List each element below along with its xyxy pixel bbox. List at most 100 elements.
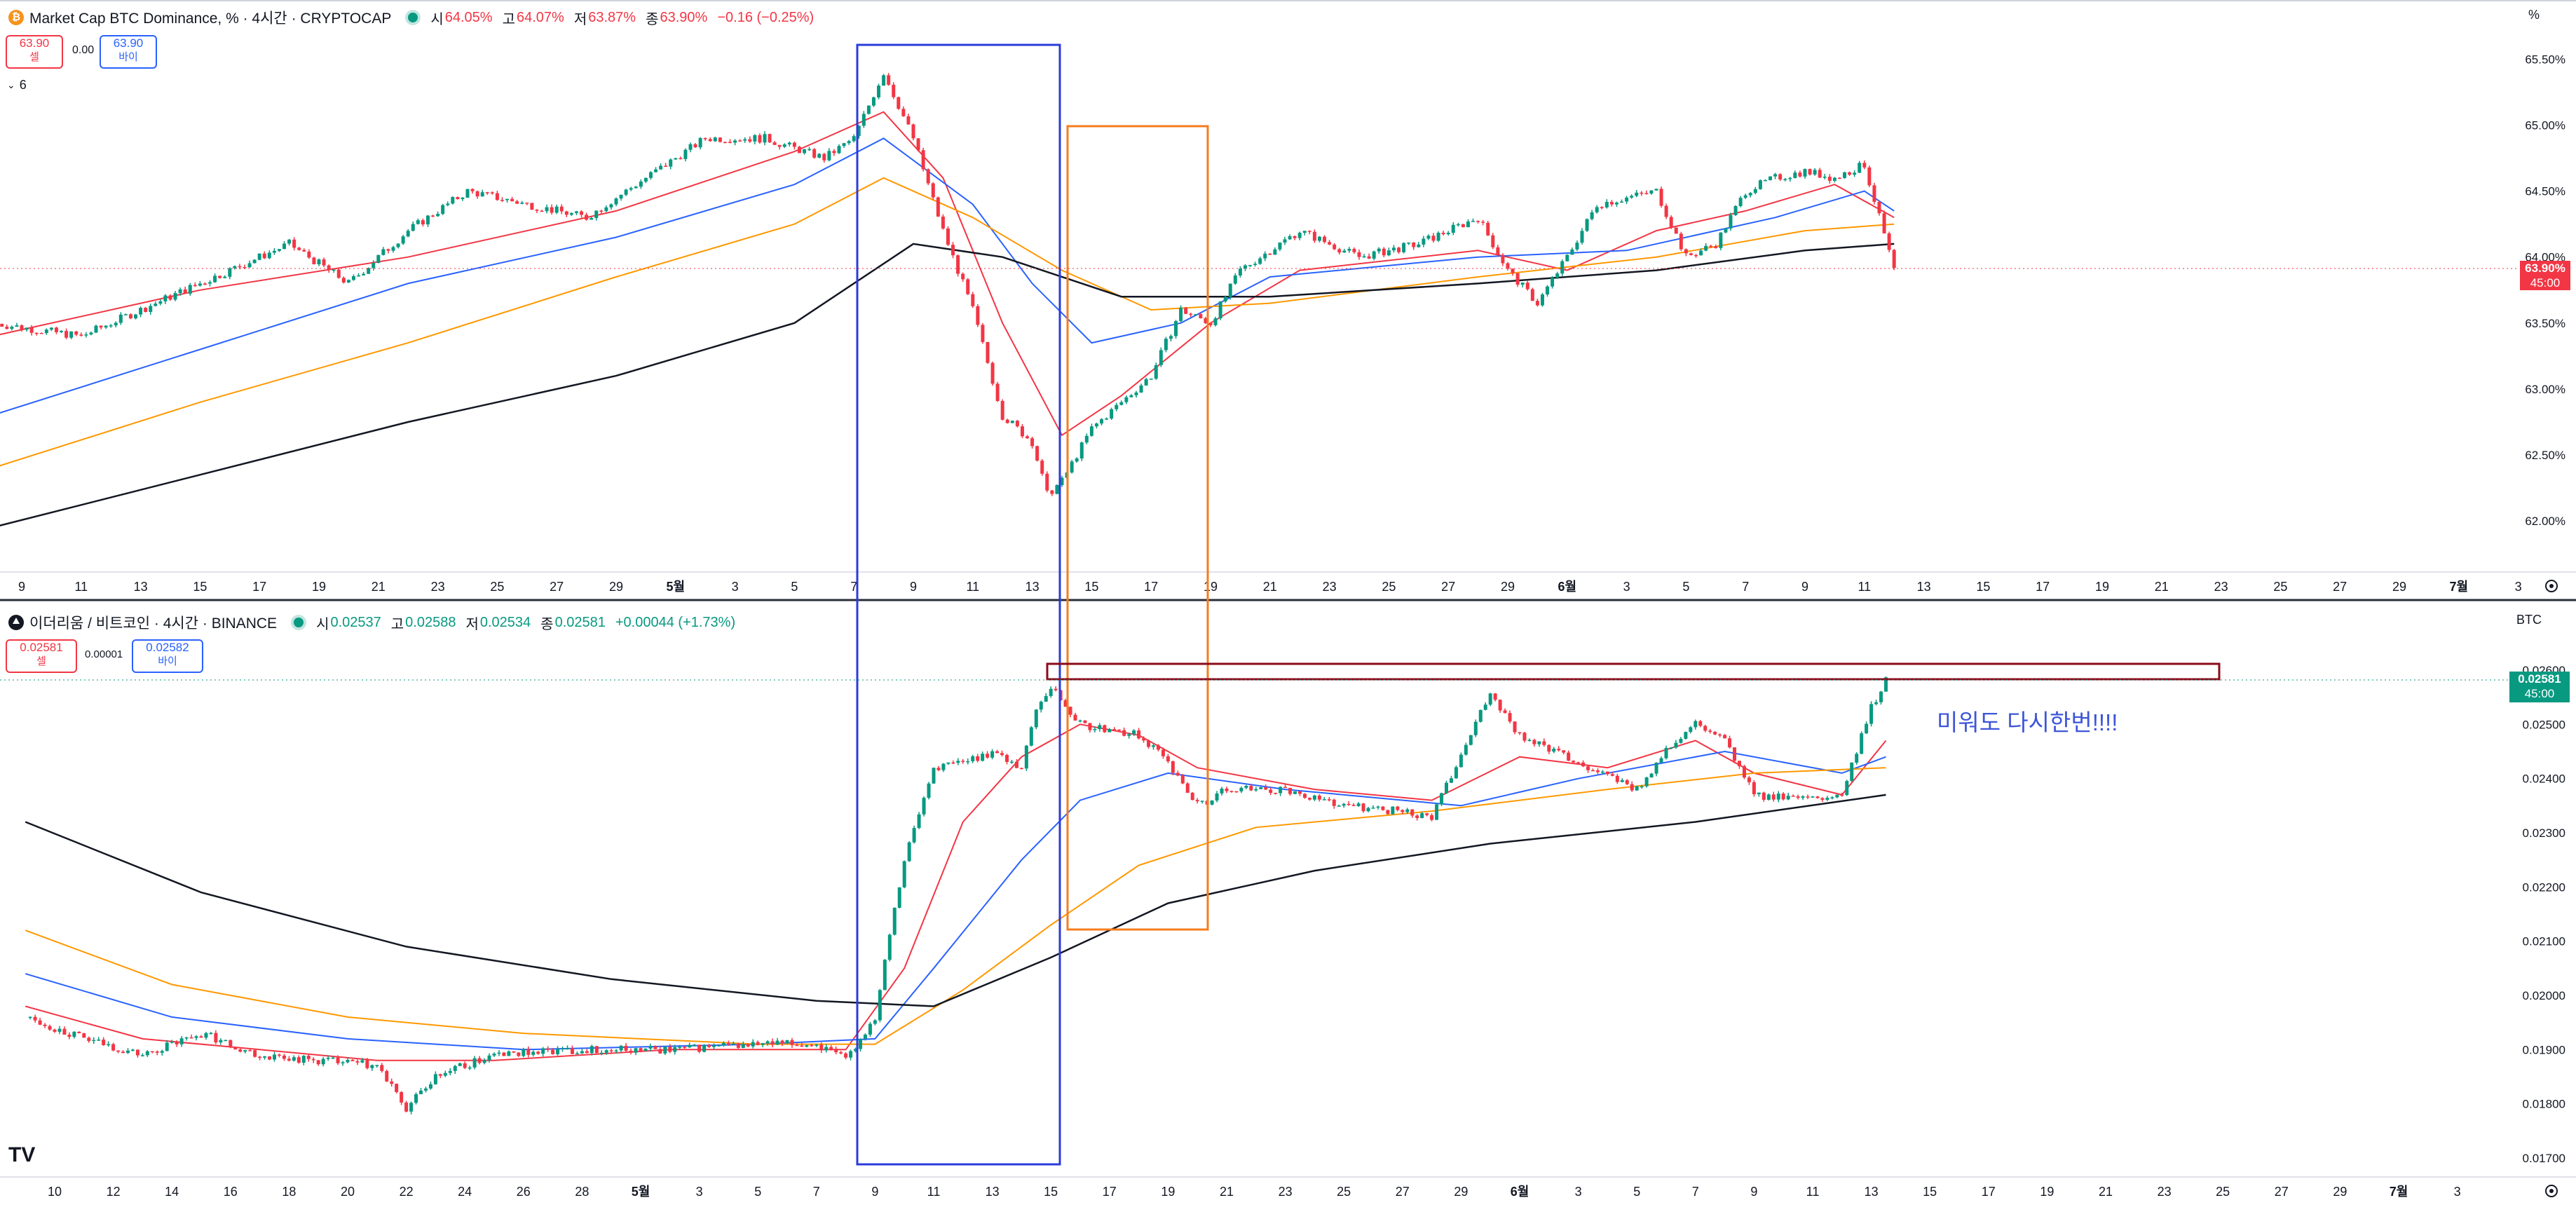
top-ohlc-open: 64.05% xyxy=(444,9,493,25)
candle-body xyxy=(97,1040,101,1041)
highlight-box-resistance[interactable] xyxy=(1046,662,2221,681)
candle-body xyxy=(721,1042,725,1046)
bottom-buy-button[interactable]: 0.02582 바이 xyxy=(132,639,203,673)
candle-body xyxy=(357,275,361,277)
candle-body xyxy=(1555,273,1560,278)
candle-body xyxy=(1039,702,1043,710)
candle-body xyxy=(1464,744,1468,755)
candle-body xyxy=(1546,286,1550,295)
top-axis-settings-gear-icon[interactable] xyxy=(2545,580,2558,592)
candle-body xyxy=(1137,730,1141,739)
candle-body xyxy=(163,295,168,301)
candle-body xyxy=(123,314,128,315)
candle-body xyxy=(1718,734,1722,736)
candle-body xyxy=(1600,771,1604,773)
candle-body xyxy=(1302,794,1307,798)
candle-body xyxy=(854,1049,858,1051)
highlight-box-orange[interactable] xyxy=(1066,125,1209,931)
candle-body xyxy=(1213,318,1218,325)
candle-body xyxy=(84,334,88,336)
top-ohlc-high-label: 고 xyxy=(502,11,515,27)
candle-body xyxy=(326,1058,330,1059)
candle-body xyxy=(1771,794,1776,800)
candle-body xyxy=(1440,793,1444,805)
candle-body xyxy=(39,332,43,334)
candle-body xyxy=(882,960,887,990)
candle-body xyxy=(1586,766,1590,770)
candle-body xyxy=(1793,172,1797,178)
candle-body xyxy=(94,325,98,333)
candle-body xyxy=(1664,748,1668,758)
x-tick-label: 19 xyxy=(2095,580,2109,594)
candle-body xyxy=(1189,313,1193,315)
candle-body xyxy=(1000,753,1004,755)
tradingview-logo[interactable]: TV xyxy=(8,1143,35,1166)
top-indicator-count: 6 xyxy=(19,78,27,92)
candle-body xyxy=(1068,707,1072,715)
candle-body xyxy=(663,1047,667,1054)
chart-annotation-text[interactable]: 미워도 다시한번!!!! xyxy=(1937,709,2118,735)
candle-body xyxy=(1874,702,1879,704)
candle-body xyxy=(1362,256,1366,258)
top-symbol-title[interactable]: Market Cap BTC Dominance, % · 4시간 · CRYP… xyxy=(29,11,392,27)
candle-body xyxy=(1283,787,1288,789)
candle-body xyxy=(733,140,737,143)
candle-body xyxy=(1243,265,1247,269)
candle-body xyxy=(336,1057,340,1063)
candle-body xyxy=(1801,796,1805,798)
candle-body xyxy=(461,197,465,200)
bottom-axis-settings-gear-icon[interactable] xyxy=(2545,1185,2558,1197)
candle-body xyxy=(976,306,980,325)
x-tick-label: 15 xyxy=(193,580,207,594)
candle-body xyxy=(292,239,297,248)
candle-body xyxy=(20,325,24,330)
candle-body xyxy=(1386,810,1390,815)
candle-body xyxy=(1501,254,1505,264)
candle-body xyxy=(1674,742,1678,748)
ethereum-icon xyxy=(8,615,24,630)
highlight-box-blue[interactable] xyxy=(856,43,1061,1166)
candle-body xyxy=(1747,777,1751,782)
y-tick-label: 0.01800 xyxy=(2523,1098,2565,1111)
candle-body xyxy=(482,1060,486,1063)
candle-body xyxy=(629,188,633,190)
candle-body xyxy=(599,1052,604,1054)
candle-body xyxy=(986,341,990,363)
bottom-market-status-icon xyxy=(294,618,304,627)
candle-body xyxy=(1420,813,1424,819)
top-buy-button[interactable]: 63.90 바이 xyxy=(100,35,157,69)
top-buy-label: 바이 xyxy=(118,51,138,63)
candle-body xyxy=(1110,409,1114,419)
candle-body xyxy=(1000,401,1004,420)
candle-body xyxy=(1391,247,1396,251)
candle-body xyxy=(658,1049,662,1054)
candle-body xyxy=(1070,461,1074,473)
candle-body xyxy=(1149,379,1153,380)
top-sell-button[interactable]: 63.90 셀 xyxy=(6,35,63,69)
candle-body xyxy=(170,1042,174,1043)
x-tick-label: 12 xyxy=(107,1185,121,1199)
candle-body xyxy=(15,325,19,327)
candle-body xyxy=(1461,224,1465,228)
candle-body xyxy=(507,1051,511,1056)
candle-body xyxy=(1669,747,1673,749)
candle-body xyxy=(1570,249,1574,255)
top-indicator-toggle[interactable]: ⌄ 6 xyxy=(7,78,27,93)
candle-body xyxy=(199,1036,203,1038)
candle-body xyxy=(1679,738,1683,743)
candle-body xyxy=(114,322,118,326)
bottom-symbol-title[interactable]: 이더리움 / 비트코인 · 4시간 · BINANCE xyxy=(29,615,278,632)
candle-body xyxy=(375,1065,379,1066)
candle-body xyxy=(847,141,851,144)
candle-body xyxy=(525,203,529,204)
bottom-sell-button[interactable]: 0.02581 셀 xyxy=(6,639,77,673)
candle-body xyxy=(1822,177,1827,178)
candle-body xyxy=(668,1047,672,1052)
candle-body xyxy=(1391,806,1395,815)
candle-body xyxy=(1293,791,1297,794)
candle-body xyxy=(1758,180,1762,189)
candle-body xyxy=(1119,402,1124,405)
candle-body xyxy=(1103,725,1107,733)
candle-body xyxy=(936,197,940,217)
